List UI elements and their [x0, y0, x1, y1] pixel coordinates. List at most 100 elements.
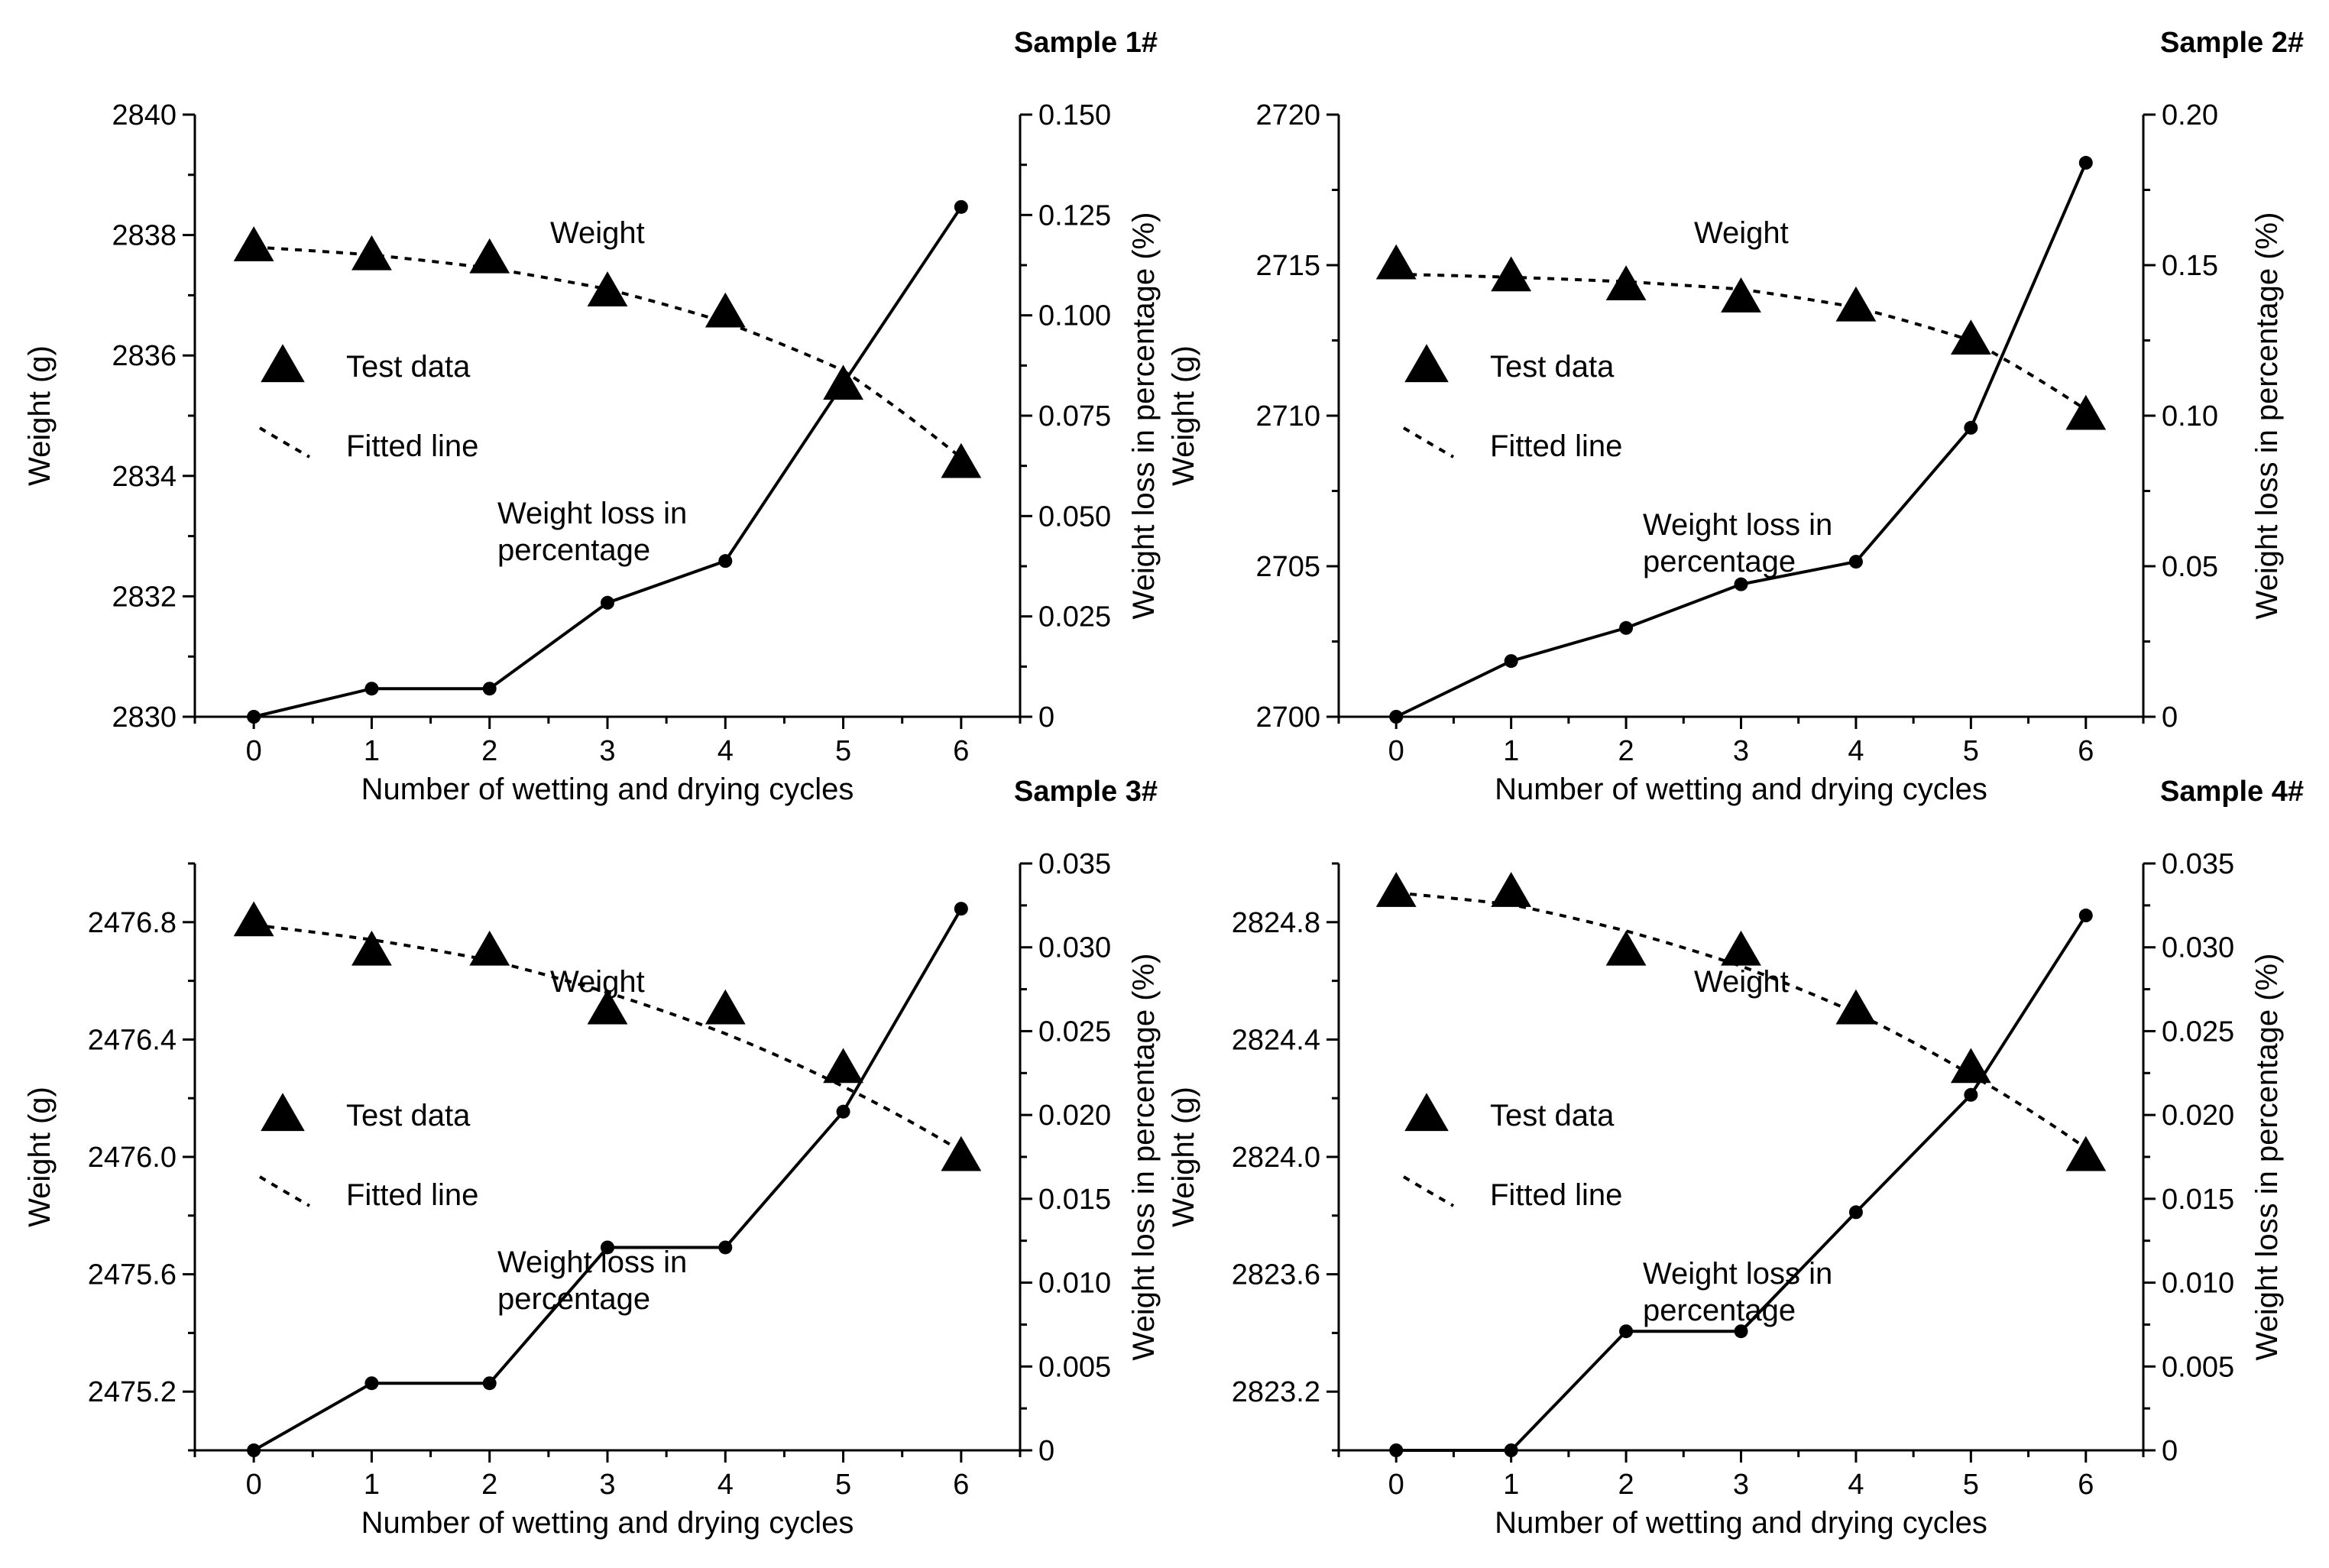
legend-fitted-line-label: Fitted line: [1490, 429, 1622, 463]
y-tick-label: 2824.0: [1232, 1142, 1320, 1174]
y2-tick-label: 0.05: [2162, 551, 2218, 583]
x-tick-label: 5: [835, 735, 851, 767]
test-data-point: [1721, 930, 1761, 966]
weight-annotation: Weight: [550, 216, 645, 250]
test-data-point: [941, 442, 982, 478]
panel-title: Sample 4#: [2160, 776, 2304, 808]
weight-loss-annotation-line1: Weight loss in: [1643, 1257, 1832, 1291]
test-data-point: [587, 989, 628, 1025]
y2-tick-label: 0.150: [1038, 99, 1111, 131]
y2-tick-label: 0: [2162, 1435, 2178, 1467]
test-data-point: [1491, 872, 1532, 907]
y-tick-label: 2705: [1255, 551, 1320, 583]
weight-loss-point: [1964, 1087, 1978, 1102]
y2-tick-label: 0.020: [2162, 1100, 2234, 1132]
test-data-point: [705, 989, 746, 1025]
test-data-point: [233, 226, 274, 261]
weight-loss-point: [954, 902, 968, 916]
weight-loss-point: [1619, 620, 1634, 635]
y-tick-label: 2834: [112, 461, 177, 493]
y2-tick-label: 0.005: [2162, 1351, 2234, 1383]
weight-annotation: Weight: [1694, 965, 1789, 999]
y-tick-label: 2823.2: [1232, 1376, 1320, 1408]
weight-annotation: Weight: [550, 965, 645, 999]
y-tick-label: 2840: [112, 99, 177, 131]
y2-tick-label: 0.010: [1038, 1268, 1111, 1300]
y2-tick-label: 0.125: [1038, 199, 1111, 232]
x-tick-label: 0: [246, 1469, 262, 1501]
y2-tick-label: 0.030: [2162, 932, 2234, 964]
legend-fitted-line-sample: [1402, 426, 1454, 458]
x-tick-label: 1: [364, 1469, 380, 1501]
legend-fitted-line-label: Fitted line: [346, 429, 478, 463]
test-data-point: [1375, 244, 1417, 280]
weight-loss-point: [2078, 156, 2093, 170]
y2-tick-label: 0.15: [2162, 250, 2218, 282]
y2-tick-label: 0.075: [1038, 400, 1111, 432]
y-tick-label: 2824.8: [1232, 907, 1320, 939]
y2-tick-label: 0: [1038, 701, 1054, 734]
x-tick-label: 1: [364, 735, 380, 767]
y2-tick-label: 0.050: [1038, 501, 1111, 533]
y2-axis-label: Weight loss in percentage (%): [2250, 954, 2284, 1361]
test-data-point: [1950, 1048, 1991, 1084]
weight-loss-point: [1504, 654, 1518, 669]
x-axis-label: Number of wetting and drying cycles: [361, 1506, 854, 1540]
test-data-point: [823, 364, 863, 400]
test-data-point: [587, 271, 628, 306]
y2-axis-label: Weight loss in percentage (%): [1127, 212, 1161, 620]
legend-test-data-marker: [1404, 344, 1449, 383]
y2-tick-label: 0.015: [1038, 1184, 1111, 1216]
y-tick-label: 2838: [112, 220, 177, 252]
weight-loss-point: [1619, 1324, 1634, 1339]
legend-test-data-marker: [1404, 1093, 1449, 1132]
y2-tick-label: 0.025: [2162, 1016, 2234, 1048]
y2-tick-label: 0: [2162, 701, 2178, 734]
y-tick-label: 2475.2: [88, 1376, 177, 1408]
weight-loss-point: [247, 1443, 261, 1457]
weight-loss-point: [1848, 555, 1863, 569]
y-axis-label: Weight (g): [1167, 345, 1200, 486]
y-tick-label: 2836: [112, 340, 177, 372]
test-data-point: [941, 1136, 982, 1171]
panel-title: Sample 3#: [1014, 776, 1158, 808]
legend-test-data-label: Test data: [346, 1099, 471, 1132]
weight-loss-point: [718, 554, 733, 569]
weight-loss-annotation-line1: Weight loss in: [497, 1246, 687, 1279]
x-tick-label: 0: [246, 735, 262, 767]
test-data-point: [1721, 277, 1761, 313]
test-data-point: [1375, 872, 1417, 907]
x-axis-label: Number of wetting and drying cycles: [1495, 1506, 1987, 1540]
y-tick-label: 2832: [112, 581, 177, 613]
chart-panel-4: Sample 4# 0 1 2 3 4 5 6 2823.2 2823.6 2824.0 2824.4…: [1167, 776, 2304, 1540]
weight-loss-annotation-line1: Weight loss in: [497, 497, 687, 530]
weight-loss-point: [364, 682, 379, 696]
weight-loss-point: [1389, 1443, 1404, 1457]
test-data-point: [705, 292, 746, 328]
chart-panel-3: Sample 3# 0 1 2 3 4 5 6 2475.2 2475.6 2476.0 2476.4…: [23, 776, 1161, 1540]
test-data-point: [1605, 265, 1647, 301]
test-data-point: [469, 238, 510, 274]
weight-loss-annotation-line2: percentage: [1643, 545, 1796, 578]
y-tick-label: 2823.6: [1232, 1259, 1320, 1291]
x-tick-label: 0: [1388, 1469, 1404, 1501]
y2-tick-label: 0.025: [1038, 1016, 1111, 1048]
legend-test-data-label: Test data: [1490, 1099, 1615, 1132]
weight-annotation: Weight: [1694, 216, 1789, 250]
test-data-point: [351, 930, 392, 966]
weight-loss-point: [1504, 1443, 1518, 1457]
legend-fitted-line-sample: [1402, 1175, 1454, 1207]
legend-test-data-marker: [261, 344, 305, 383]
y-tick-label: 2710: [1255, 400, 1320, 432]
weight-loss-point: [1734, 1324, 1748, 1339]
y2-axis-label: Weight loss in percentage (%): [2250, 212, 2284, 620]
legend-test-data-marker: [261, 1093, 305, 1132]
weight-loss-point: [601, 1240, 614, 1255]
y-axis-label: Weight (g): [23, 345, 57, 486]
y2-tick-label: 0.015: [2162, 1184, 2234, 1216]
legend-test-data-label: Test data: [1490, 350, 1615, 384]
x-tick-label: 4: [717, 735, 734, 767]
y-tick-label: 2476.0: [88, 1142, 177, 1174]
y2-tick-label: 0.005: [1038, 1351, 1111, 1383]
